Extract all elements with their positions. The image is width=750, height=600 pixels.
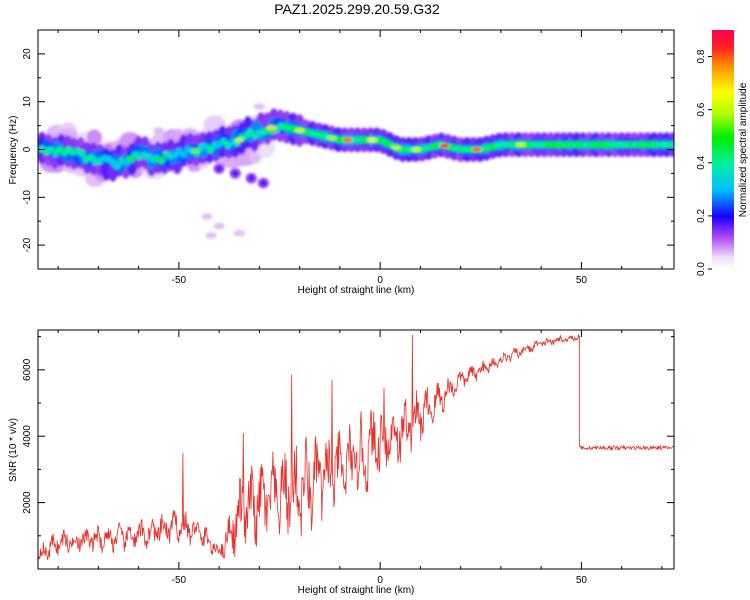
spectrogram-hotspot <box>125 155 136 161</box>
spectrogram-image <box>38 103 674 239</box>
spectrogram-patch <box>233 229 245 237</box>
spectrogram-halo <box>86 129 103 146</box>
x-tick-label: -50 <box>172 275 187 286</box>
y-tick-label: 0 <box>22 146 33 152</box>
spectrogram-hotspot <box>472 147 482 152</box>
spectrogram-hotspot <box>234 137 245 143</box>
y-tick-label: -10 <box>22 190 33 205</box>
spectrogram-hotspot <box>391 145 402 150</box>
spectrogram-patch <box>253 103 265 110</box>
spectrogram-panel: -50 0 50 -20 -10 0 10 20 Height of straight li… <box>8 29 675 296</box>
y-tick-label: 20 <box>22 48 33 60</box>
spectrogram-branch <box>216 166 222 172</box>
snr-y-ticks: 2000 4000 6000 <box>22 336 674 537</box>
chart-title: PAZ1.2025.299.20.59.G32 <box>274 1 440 17</box>
spectrogram-hotspot <box>439 143 450 148</box>
x-tick-label: -50 <box>172 575 187 586</box>
y-tick-label: 10 <box>22 96 33 108</box>
spectrogram-hotspot <box>294 128 305 133</box>
snr-x-ticks: -50 0 50 <box>57 330 663 586</box>
x-tick-label: 50 <box>576 275 588 286</box>
snr-x-axis-label: Height of straight line (km) <box>298 585 415 596</box>
snr-y-axis-label: SNR (10 * v/v) <box>8 418 19 482</box>
spectrogram-hotspot <box>641 142 651 147</box>
y-tick-label: 4000 <box>22 425 33 448</box>
spectrogram-y-axis-label: Frequency (Hz) <box>8 116 19 185</box>
colorbar-tick-label: 0.6 <box>696 102 707 116</box>
spectrogram-ridge <box>113 162 121 170</box>
colorbar-label: Normalized spectral amplitude <box>738 82 749 217</box>
spectrogram-ridge <box>180 151 188 159</box>
spectrogram-hotspot <box>367 137 377 143</box>
spectrogram-hotspot <box>85 154 96 160</box>
spectrogram-x-axis-label: Height of straight line (km) <box>298 285 415 296</box>
spectrogram-hotspot <box>411 147 422 152</box>
snr-series <box>38 334 674 563</box>
spectrogram-patch <box>205 232 217 239</box>
colorbar-tick-label: 0.4 <box>696 155 707 169</box>
spectrogram-hotspot <box>190 148 200 153</box>
spectrogram-branch <box>232 171 238 176</box>
snr-panel: -50 0 50 2000 4000 6000 Height of straight l… <box>8 329 675 596</box>
spectrogram-ridge <box>667 141 674 149</box>
spectrogram-hotspot <box>516 142 526 147</box>
spectrogram-hotspot <box>266 125 277 130</box>
spectrogram-hotspot <box>154 156 164 162</box>
snr-line <box>38 334 674 563</box>
x-tick-label: 0 <box>377 275 383 286</box>
snr-frame <box>37 329 675 570</box>
x-tick-label: 50 <box>576 575 588 586</box>
x-tick-label: 0 <box>377 575 383 586</box>
spectrogram-hotspot <box>53 148 63 154</box>
colorbar-tick-label: 0.0 <box>696 262 707 276</box>
spectrogram-patch <box>213 222 225 230</box>
spectrogram-hotspot <box>343 137 353 143</box>
spectrogram-patch <box>153 127 165 134</box>
colorbar: 0.0 0.2 0.4 0.6 0.8 Normalized spectral ampl… <box>696 30 749 276</box>
spectrogram-x-ticks: -50 0 50 <box>57 30 663 286</box>
spectrogram-branch <box>261 180 266 186</box>
spectrogram-hotspot <box>327 135 337 141</box>
y-tick-label: 2000 <box>22 491 33 514</box>
colorbar-tick-label: 0.2 <box>696 209 707 223</box>
spectrogram-y-ticks: -20 -10 0 10 20 <box>22 48 674 252</box>
colorbar-ticks: 0.0 0.2 0.4 0.6 0.8 <box>696 49 712 276</box>
colorbar-tick-label: 0.8 <box>696 49 707 63</box>
spectrogram-hotspot <box>596 142 607 147</box>
colorbar-gradient <box>712 30 734 269</box>
spectrogram-patch <box>201 213 213 220</box>
spectrogram-ridge <box>78 149 86 157</box>
spectrogram-hotspot <box>556 142 567 147</box>
y-tick-label: 6000 <box>22 358 33 381</box>
y-tick-label: -20 <box>22 237 33 252</box>
spectrogram-branch <box>248 175 254 181</box>
